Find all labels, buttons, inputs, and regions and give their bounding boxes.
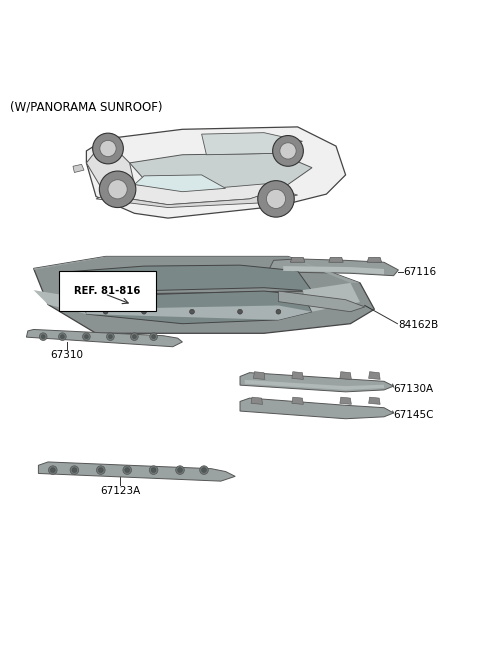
Circle shape xyxy=(39,333,47,340)
Circle shape xyxy=(176,466,184,474)
Polygon shape xyxy=(240,373,394,392)
Circle shape xyxy=(266,189,286,208)
Polygon shape xyxy=(245,380,384,390)
Polygon shape xyxy=(130,153,312,192)
Polygon shape xyxy=(302,283,360,311)
Polygon shape xyxy=(202,133,302,155)
Polygon shape xyxy=(292,372,303,379)
Circle shape xyxy=(258,181,294,217)
Polygon shape xyxy=(86,127,346,218)
Polygon shape xyxy=(290,258,305,262)
Polygon shape xyxy=(106,183,288,205)
Polygon shape xyxy=(134,175,226,192)
Polygon shape xyxy=(26,329,182,347)
Circle shape xyxy=(178,468,182,472)
Circle shape xyxy=(96,466,105,474)
Circle shape xyxy=(100,141,116,156)
Circle shape xyxy=(202,468,206,472)
Circle shape xyxy=(238,309,242,314)
Polygon shape xyxy=(278,291,365,311)
Circle shape xyxy=(70,466,79,474)
Polygon shape xyxy=(34,290,86,314)
Text: 84162B: 84162B xyxy=(398,320,439,330)
Polygon shape xyxy=(38,462,235,481)
Circle shape xyxy=(150,333,157,340)
Circle shape xyxy=(273,135,303,166)
Polygon shape xyxy=(369,372,380,379)
Polygon shape xyxy=(67,265,312,292)
Text: REF. 81-816: REF. 81-816 xyxy=(74,286,141,296)
Circle shape xyxy=(108,180,127,199)
Circle shape xyxy=(107,333,114,340)
Polygon shape xyxy=(34,256,374,333)
Circle shape xyxy=(99,171,136,208)
Circle shape xyxy=(131,333,138,340)
Polygon shape xyxy=(34,256,360,283)
Polygon shape xyxy=(329,258,343,262)
Circle shape xyxy=(103,309,108,314)
Polygon shape xyxy=(367,258,382,262)
Polygon shape xyxy=(253,372,265,379)
Polygon shape xyxy=(77,291,312,324)
Circle shape xyxy=(149,466,158,474)
Circle shape xyxy=(280,143,296,159)
Polygon shape xyxy=(292,397,303,404)
Polygon shape xyxy=(240,398,394,419)
Polygon shape xyxy=(96,189,298,208)
Circle shape xyxy=(50,468,55,472)
Text: 67310: 67310 xyxy=(51,350,84,360)
Text: 67123A: 67123A xyxy=(100,486,140,496)
Circle shape xyxy=(151,468,156,472)
Polygon shape xyxy=(340,372,351,379)
Circle shape xyxy=(60,334,64,338)
Circle shape xyxy=(200,466,208,474)
Text: 67116: 67116 xyxy=(403,267,436,277)
Polygon shape xyxy=(283,266,384,274)
Polygon shape xyxy=(340,397,351,404)
Circle shape xyxy=(108,334,112,338)
Circle shape xyxy=(93,133,123,164)
Circle shape xyxy=(132,334,136,338)
Circle shape xyxy=(41,334,45,338)
Circle shape xyxy=(276,309,281,314)
Polygon shape xyxy=(269,259,398,276)
Text: 67130A: 67130A xyxy=(394,384,434,394)
Circle shape xyxy=(72,468,77,472)
Circle shape xyxy=(48,466,57,474)
Circle shape xyxy=(142,309,146,314)
Polygon shape xyxy=(369,397,380,404)
Text: (W/PANORAMA SUNROOF): (W/PANORAMA SUNROOF) xyxy=(10,101,162,114)
Circle shape xyxy=(190,309,194,314)
Circle shape xyxy=(84,334,88,338)
Polygon shape xyxy=(86,306,312,320)
Circle shape xyxy=(98,468,103,472)
Polygon shape xyxy=(73,164,84,173)
Circle shape xyxy=(152,334,156,338)
Polygon shape xyxy=(86,139,134,195)
Circle shape xyxy=(125,468,130,472)
Polygon shape xyxy=(251,397,263,404)
Circle shape xyxy=(59,333,66,340)
Circle shape xyxy=(123,466,132,474)
Text: 67145C: 67145C xyxy=(394,410,434,420)
Circle shape xyxy=(83,333,90,340)
